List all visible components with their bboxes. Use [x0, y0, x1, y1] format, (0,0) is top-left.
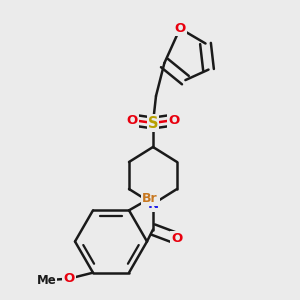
Text: O: O [168, 113, 180, 127]
Text: Me: Me [37, 274, 56, 287]
Text: O: O [171, 232, 183, 245]
Text: Br: Br [142, 192, 158, 205]
Text: O: O [126, 113, 138, 127]
Text: O: O [63, 272, 75, 285]
Text: N: N [147, 197, 159, 211]
Text: O: O [174, 22, 186, 35]
Text: S: S [148, 116, 158, 130]
